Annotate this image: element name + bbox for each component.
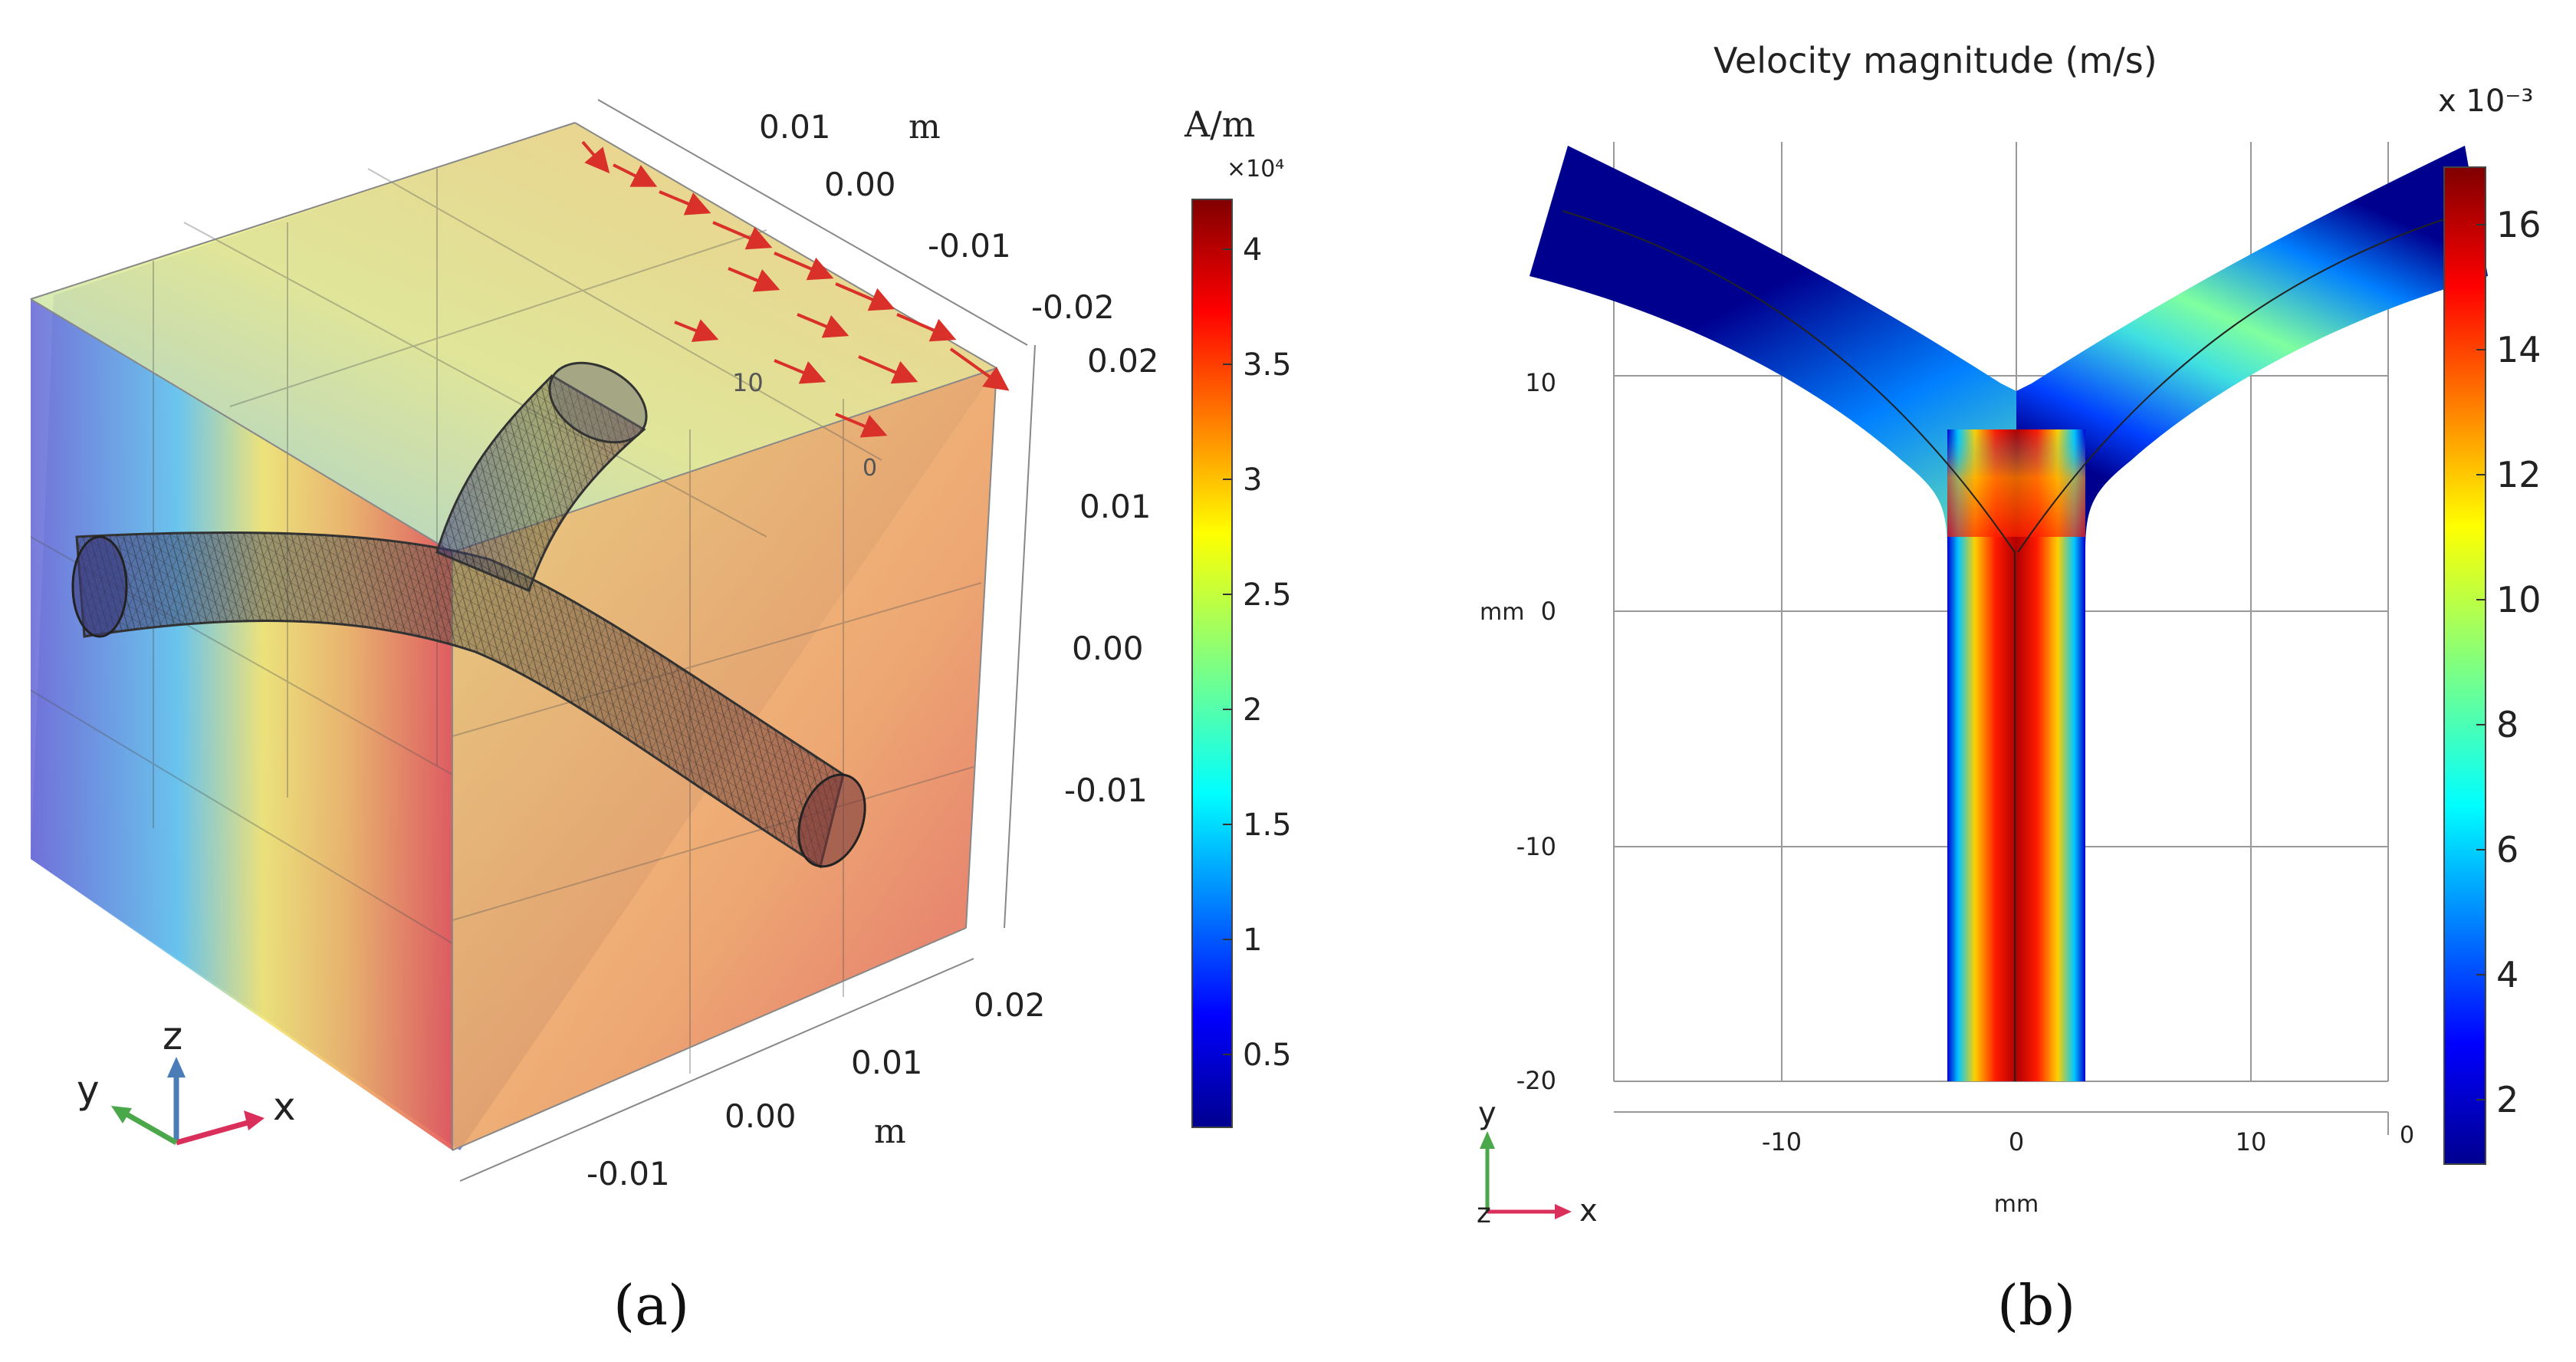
y-vessel-velocity-field: [1530, 146, 2488, 1081]
x-tick-3: 10: [2236, 1127, 2267, 1156]
vessel-mesh: [71, 361, 866, 869]
caption-a: (a): [613, 1273, 690, 1337]
colorbar-a-tick-label: 4: [1243, 232, 1262, 268]
colorbar-b-tick-label: 16: [2496, 204, 2542, 245]
colorbar-b-tick-label: 8: [2496, 704, 2518, 745]
colorbar-b-tick-label: 10: [2496, 579, 2542, 620]
box-front-face: [31, 299, 452, 1150]
colorbar-b: [2443, 166, 2486, 1165]
top-tick-4: -0.02: [1031, 288, 1115, 326]
x-axis-unit: mm: [1994, 1191, 2039, 1218]
colorbar-a: [1191, 199, 1233, 1128]
field-arrows: [581, 140, 1010, 438]
bottom-axis-unit: m: [874, 1112, 906, 1151]
top-tick-1: 0.01: [759, 108, 831, 146]
bottom-tick-3: 0.00: [724, 1097, 797, 1135]
right-tick-2: 0.01: [1079, 488, 1152, 525]
triad-b-x: x: [1579, 1193, 1598, 1229]
right-tick-3: 0.00: [1072, 630, 1144, 667]
right-tick-4: -0.01: [1064, 771, 1148, 809]
plot-b-grid: [1613, 142, 2389, 1135]
triad-a-y: y: [77, 1068, 100, 1112]
x-tick-1: -10: [1762, 1127, 1802, 1156]
right-tick-1: 0.02: [1087, 342, 1159, 380]
triad-b-z: z: [1477, 1198, 1491, 1229]
y-tick-1: 10: [1525, 368, 1556, 397]
bottom-tick-4: -0.01: [586, 1155, 670, 1193]
colorbar-b-tick-label: 2: [2496, 1079, 2518, 1120]
colorbar-a-tick-label: 2.5: [1243, 577, 1292, 613]
colorbar-a-multiplier: ×10⁴: [1227, 156, 1284, 183]
colorbar-a-tick-label: 3: [1243, 462, 1262, 498]
colorbar-b-tick-label: 4: [2496, 954, 2518, 995]
top-tick-2: 0.00: [824, 166, 896, 203]
axis-triad-b: y x z: [1477, 1096, 1598, 1229]
panel-a-magnetic-field: 0.01 0.00 -0.01 -0.02 m 0.02 0.01 0.00 -…: [30, 99, 1292, 1193]
triad-a-x: x: [273, 1084, 296, 1129]
colorbar-b-multiplier: x 10⁻³: [2438, 84, 2533, 119]
chart-b-title: Velocity magnitude (m/s): [1714, 40, 2157, 81]
x-tick-2: 0: [2009, 1127, 2024, 1156]
top-tick-3: -0.01: [928, 227, 1011, 265]
inner-label-0: 0: [863, 455, 877, 482]
y-axis-unit: mm: [1480, 599, 1524, 626]
colorbar-b-tick-label: 6: [2496, 829, 2518, 870]
colorbar-b-ticks: 16 14 12 10 8 6 4 2: [2476, 204, 2542, 1120]
colorbar-a-tick-label: 2: [1243, 693, 1262, 728]
inner-label-10: 10: [732, 368, 764, 397]
triad-a-z: z: [163, 1014, 182, 1058]
y-tick-3: -10: [1516, 832, 1556, 861]
caption-b: (b): [1997, 1273, 2076, 1337]
colorbar-a-ticks: 4 3.5 3 2.5 2 1.5 1 0.5: [1223, 232, 1292, 1073]
colorbar-b-tick-label: 12: [2496, 454, 2542, 495]
colorbar-a-tick-label: 1.5: [1243, 808, 1292, 843]
colorbar-a-tick-label: 0.5: [1243, 1038, 1292, 1073]
panel-b-velocity: Velocity magnitude (m/s) 10 0 -10 -20 mm…: [1296, 0, 2576, 1362]
top-axis-unit: m: [909, 107, 941, 146]
triad-b-y: y: [1478, 1096, 1497, 1131]
y-tick-2: 0: [1541, 597, 1556, 626]
panel-b-plot: Velocity magnitude (m/s) 10 0 -10 -20 mm…: [1477, 40, 2542, 1229]
axis-triad-a: z x y: [77, 1014, 296, 1146]
colorbar-a-unit: A/m: [1184, 104, 1255, 145]
bottom-tick-2: 0.01: [851, 1044, 923, 1081]
colorbar-b-tick-label: 14: [2496, 329, 2542, 370]
colorbar-a-tick-label: 3.5: [1243, 347, 1292, 383]
corner-label: 0: [2400, 1122, 2414, 1149]
panel-a-plot: 0.01 0.00 -0.01 -0.02 m 0.02 0.01 0.00 -…: [30, 99, 1292, 1193]
y-tick-4: -20: [1516, 1066, 1556, 1095]
bottom-tick-1: 0.02: [974, 986, 1046, 1024]
colorbar-a-tick-label: 1: [1243, 923, 1262, 958]
